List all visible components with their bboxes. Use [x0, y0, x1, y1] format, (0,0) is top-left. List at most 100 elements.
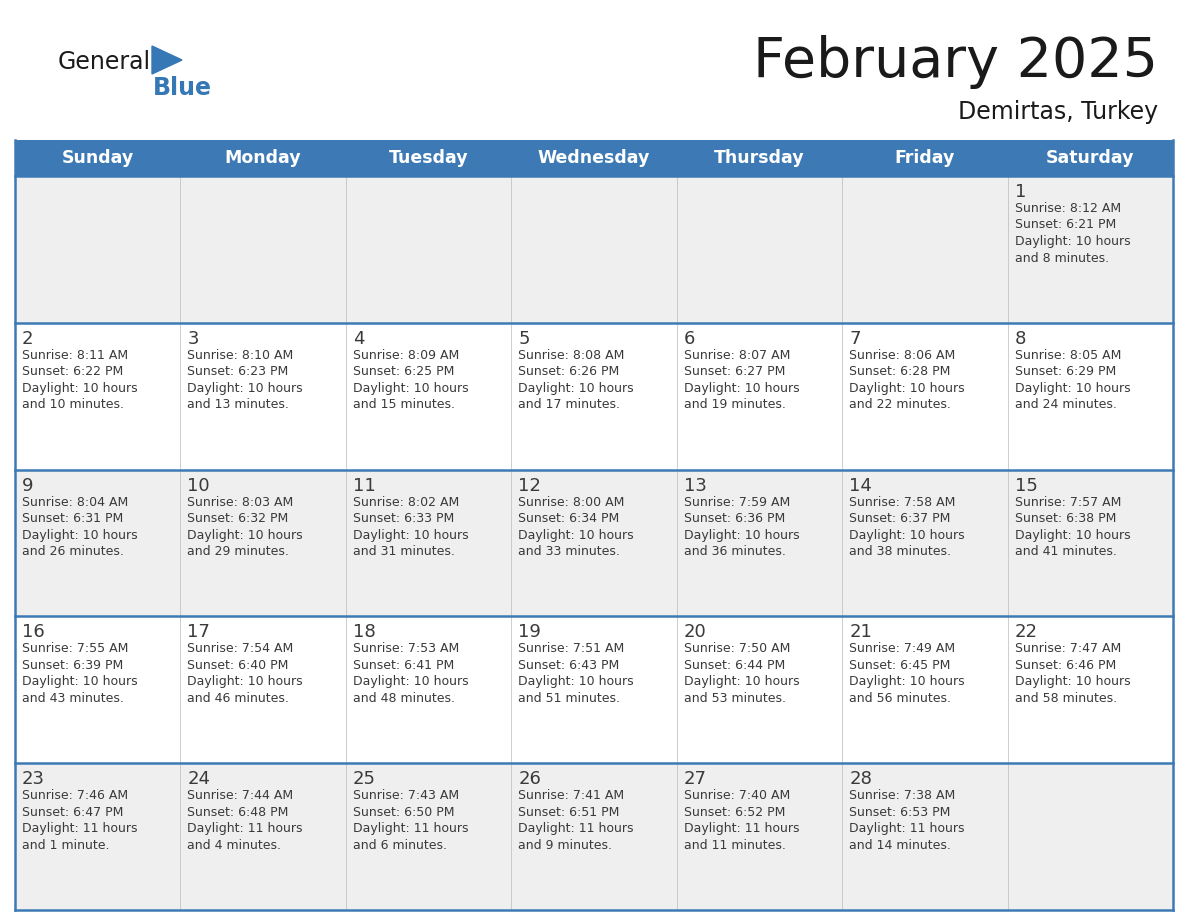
Text: Sunset: 6:43 PM: Sunset: 6:43 PM [518, 659, 619, 672]
Text: Wednesday: Wednesday [538, 149, 650, 167]
Text: 18: 18 [353, 623, 375, 642]
Text: Sunset: 6:48 PM: Sunset: 6:48 PM [188, 806, 289, 819]
Text: Sunset: 6:52 PM: Sunset: 6:52 PM [684, 806, 785, 819]
Text: 12: 12 [518, 476, 542, 495]
Text: and 56 minutes.: and 56 minutes. [849, 692, 952, 705]
Text: Sunrise: 7:46 AM: Sunrise: 7:46 AM [23, 789, 128, 802]
Text: Sunset: 6:33 PM: Sunset: 6:33 PM [353, 512, 454, 525]
Text: Daylight: 11 hours: Daylight: 11 hours [23, 823, 138, 835]
Text: Daylight: 10 hours: Daylight: 10 hours [684, 529, 800, 542]
Text: and 31 minutes.: and 31 minutes. [353, 545, 455, 558]
Text: Sunset: 6:50 PM: Sunset: 6:50 PM [353, 806, 454, 819]
Text: 27: 27 [684, 770, 707, 789]
Text: Sunset: 6:25 PM: Sunset: 6:25 PM [353, 365, 454, 378]
Text: 2: 2 [23, 330, 33, 348]
Text: 11: 11 [353, 476, 375, 495]
Text: 17: 17 [188, 623, 210, 642]
Text: 1: 1 [1015, 183, 1026, 201]
Text: Daylight: 10 hours: Daylight: 10 hours [353, 529, 468, 542]
Text: Sunset: 6:31 PM: Sunset: 6:31 PM [23, 512, 124, 525]
Text: Daylight: 10 hours: Daylight: 10 hours [23, 676, 138, 688]
Text: Saturday: Saturday [1047, 149, 1135, 167]
Text: Daylight: 10 hours: Daylight: 10 hours [353, 382, 468, 395]
Text: Daylight: 10 hours: Daylight: 10 hours [518, 382, 634, 395]
Text: Sunrise: 7:53 AM: Sunrise: 7:53 AM [353, 643, 459, 655]
Text: and 51 minutes.: and 51 minutes. [518, 692, 620, 705]
Text: Sunset: 6:34 PM: Sunset: 6:34 PM [518, 512, 619, 525]
Text: 14: 14 [849, 476, 872, 495]
Text: Sunrise: 7:59 AM: Sunrise: 7:59 AM [684, 496, 790, 509]
Bar [15, 323, 1173, 470]
Text: Daylight: 10 hours: Daylight: 10 hours [1015, 382, 1130, 395]
Text: 8: 8 [1015, 330, 1026, 348]
Text: Sunset: 6:38 PM: Sunset: 6:38 PM [1015, 512, 1116, 525]
Text: Sunset: 6:32 PM: Sunset: 6:32 PM [188, 512, 289, 525]
Text: Sunset: 6:36 PM: Sunset: 6:36 PM [684, 512, 785, 525]
Text: 5: 5 [518, 330, 530, 348]
Text: Daylight: 10 hours: Daylight: 10 hours [23, 382, 138, 395]
Text: Daylight: 10 hours: Daylight: 10 hours [188, 676, 303, 688]
Polygon shape [152, 46, 182, 74]
Text: and 17 minutes.: and 17 minutes. [518, 398, 620, 411]
Bar [15, 176, 1173, 323]
Text: and 6 minutes.: and 6 minutes. [353, 839, 447, 852]
Text: Friday: Friday [895, 149, 955, 167]
Text: and 48 minutes.: and 48 minutes. [353, 692, 455, 705]
Text: and 43 minutes.: and 43 minutes. [23, 692, 124, 705]
Text: Sunset: 6:21 PM: Sunset: 6:21 PM [1015, 218, 1116, 231]
Text: Sunrise: 8:06 AM: Sunrise: 8:06 AM [849, 349, 955, 362]
Text: and 24 minutes.: and 24 minutes. [1015, 398, 1117, 411]
Text: Daylight: 10 hours: Daylight: 10 hours [849, 529, 965, 542]
Text: 4: 4 [353, 330, 365, 348]
Text: Sunset: 6:51 PM: Sunset: 6:51 PM [518, 806, 620, 819]
Text: and 10 minutes.: and 10 minutes. [23, 398, 124, 411]
Bar [15, 616, 1173, 763]
Text: Sunset: 6:40 PM: Sunset: 6:40 PM [188, 659, 289, 672]
Text: Daylight: 10 hours: Daylight: 10 hours [518, 529, 634, 542]
Text: Sunrise: 7:51 AM: Sunrise: 7:51 AM [518, 643, 625, 655]
Text: Sunrise: 7:47 AM: Sunrise: 7:47 AM [1015, 643, 1120, 655]
Text: Sunrise: 7:49 AM: Sunrise: 7:49 AM [849, 643, 955, 655]
Text: and 14 minutes.: and 14 minutes. [849, 839, 952, 852]
Text: Thursday: Thursday [714, 149, 804, 167]
Bar [15, 140, 1173, 176]
Text: Sunset: 6:27 PM: Sunset: 6:27 PM [684, 365, 785, 378]
Text: Sunset: 6:28 PM: Sunset: 6:28 PM [849, 365, 950, 378]
Text: Sunset: 6:29 PM: Sunset: 6:29 PM [1015, 365, 1116, 378]
Text: and 29 minutes.: and 29 minutes. [188, 545, 290, 558]
Text: Sunrise: 8:07 AM: Sunrise: 8:07 AM [684, 349, 790, 362]
Text: and 1 minute.: and 1 minute. [23, 839, 109, 852]
Text: Sunrise: 8:12 AM: Sunrise: 8:12 AM [1015, 202, 1120, 215]
Text: Sunset: 6:22 PM: Sunset: 6:22 PM [23, 365, 124, 378]
Text: Sunrise: 7:40 AM: Sunrise: 7:40 AM [684, 789, 790, 802]
Text: 9: 9 [23, 476, 33, 495]
Text: 25: 25 [353, 770, 375, 789]
Text: Sunset: 6:37 PM: Sunset: 6:37 PM [849, 512, 950, 525]
Text: Sunrise: 8:04 AM: Sunrise: 8:04 AM [23, 496, 128, 509]
Text: Daylight: 10 hours: Daylight: 10 hours [849, 676, 965, 688]
Text: Sunset: 6:39 PM: Sunset: 6:39 PM [23, 659, 124, 672]
Text: Sunrise: 8:11 AM: Sunrise: 8:11 AM [23, 349, 128, 362]
Text: 21: 21 [849, 623, 872, 642]
Text: and 19 minutes.: and 19 minutes. [684, 398, 785, 411]
Text: and 11 minutes.: and 11 minutes. [684, 839, 785, 852]
Text: and 4 minutes.: and 4 minutes. [188, 839, 282, 852]
Text: Monday: Monday [225, 149, 302, 167]
Text: Sunset: 6:23 PM: Sunset: 6:23 PM [188, 365, 289, 378]
Text: 22: 22 [1015, 623, 1037, 642]
Text: 15: 15 [1015, 476, 1037, 495]
Text: Daylight: 10 hours: Daylight: 10 hours [1015, 529, 1130, 542]
Text: Sunrise: 8:10 AM: Sunrise: 8:10 AM [188, 349, 293, 362]
Text: Sunset: 6:47 PM: Sunset: 6:47 PM [23, 806, 124, 819]
Text: Sunset: 6:53 PM: Sunset: 6:53 PM [849, 806, 950, 819]
Text: Daylight: 11 hours: Daylight: 11 hours [684, 823, 800, 835]
Text: General: General [58, 50, 151, 74]
Bar [15, 470, 1173, 616]
Text: and 46 minutes.: and 46 minutes. [188, 692, 290, 705]
Text: 28: 28 [849, 770, 872, 789]
Text: 6: 6 [684, 330, 695, 348]
Text: Sunrise: 8:08 AM: Sunrise: 8:08 AM [518, 349, 625, 362]
Text: Sunrise: 7:58 AM: Sunrise: 7:58 AM [849, 496, 955, 509]
Text: Sunday: Sunday [62, 149, 134, 167]
Text: Daylight: 10 hours: Daylight: 10 hours [849, 382, 965, 395]
